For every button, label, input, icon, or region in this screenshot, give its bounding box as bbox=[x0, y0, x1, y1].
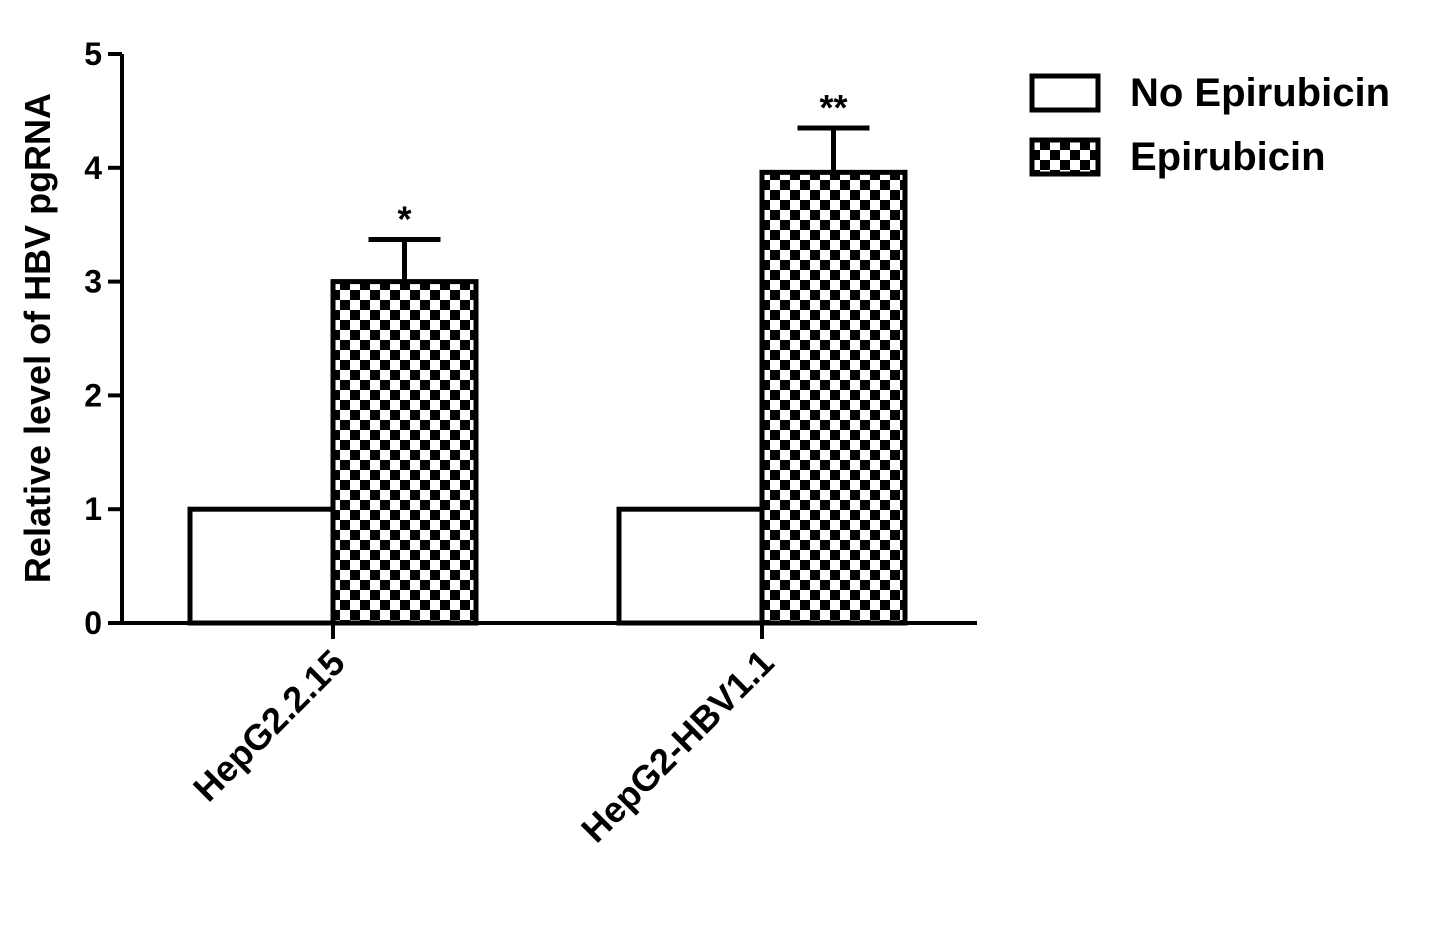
bar bbox=[330, 279, 479, 626]
legend-swatch bbox=[1029, 137, 1101, 177]
y-tick-label: 4 bbox=[84, 150, 102, 186]
y-tick-label: 2 bbox=[84, 377, 102, 413]
error-bar bbox=[797, 125, 870, 173]
error-bar bbox=[368, 236, 441, 282]
y-tick-label: 1 bbox=[84, 491, 102, 527]
bar bbox=[759, 169, 908, 626]
legend-label: No Epirubicin bbox=[1130, 71, 1390, 115]
bar bbox=[187, 506, 336, 626]
x-tick-label: HepG2.2.15 bbox=[185, 642, 353, 810]
y-tick-label: 3 bbox=[84, 264, 102, 300]
y-tick-label: 0 bbox=[84, 605, 102, 641]
x-tick-label: HepG2-HBV1.1 bbox=[573, 642, 782, 851]
legend-label: Epirubicin bbox=[1130, 135, 1326, 179]
bar bbox=[616, 506, 765, 626]
legend-swatch bbox=[1029, 73, 1101, 113]
annotation: * bbox=[397, 198, 411, 239]
annotation: ** bbox=[819, 87, 847, 128]
y-tick-label: 5 bbox=[84, 36, 102, 72]
y-axis-label: Relative level of HBV pgRNA bbox=[17, 93, 58, 583]
